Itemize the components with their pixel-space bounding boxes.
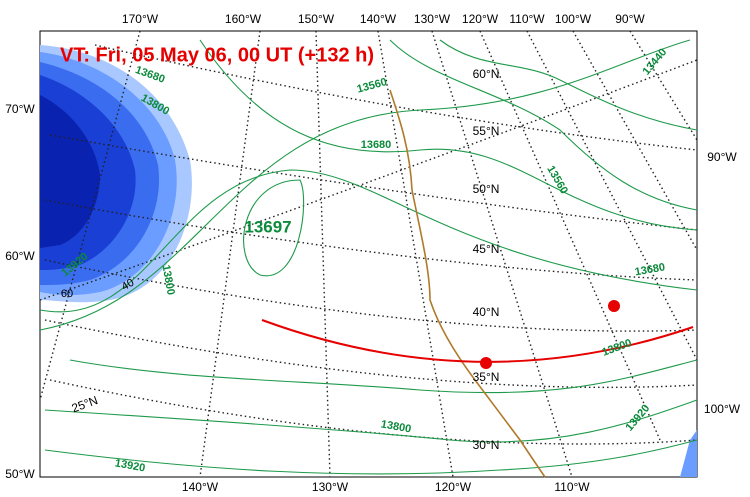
lat-label: 35°N bbox=[473, 370, 500, 384]
contour-label: 13680 bbox=[361, 139, 392, 151]
edge-label: 50°W bbox=[5, 467, 35, 481]
trajectory bbox=[261, 319, 694, 363]
contours bbox=[39, 39, 698, 475]
edge-label: 90°W bbox=[707, 150, 737, 164]
lon-label: 130°W bbox=[414, 12, 451, 26]
lat-label: 60°N bbox=[473, 67, 500, 81]
lat-label: 50°N bbox=[473, 182, 500, 196]
edge-label: 100°W bbox=[704, 402, 741, 416]
lon-label: 110°W bbox=[509, 12, 545, 26]
shading-label: 60 bbox=[61, 288, 73, 300]
coastline bbox=[389, 89, 546, 478]
shading-label: 40 bbox=[120, 277, 137, 294]
lon-label: 130°W bbox=[312, 480, 349, 494]
lon-label: 140°W bbox=[360, 12, 397, 26]
shading bbox=[40, 45, 697, 477]
lon-label: 90°W bbox=[615, 12, 645, 26]
contour-label: 13800 bbox=[160, 264, 177, 296]
center-label: 13697 bbox=[244, 217, 291, 236]
lon-label: 150°W bbox=[298, 12, 335, 26]
point bbox=[480, 357, 492, 369]
lon-label: 120°W bbox=[435, 480, 472, 494]
lon-label: 140°W bbox=[182, 480, 219, 494]
title: VT: Fri, 05 May 06, 00 UT (+132 h) bbox=[60, 44, 374, 66]
contour-label: 13680 bbox=[634, 261, 666, 278]
contour-label: 13920 bbox=[114, 457, 146, 474]
point bbox=[608, 300, 620, 312]
lon-label: 100°W bbox=[555, 12, 592, 26]
lat-label: 45°N bbox=[473, 242, 500, 256]
lon-label: 120°W bbox=[462, 12, 499, 26]
edge-label: 60°W bbox=[5, 249, 35, 263]
contour-label: 13800 bbox=[380, 418, 412, 435]
lat-label: 30°N bbox=[473, 438, 500, 452]
edge-label: 70°W bbox=[5, 102, 35, 116]
lon-label: 110°W bbox=[554, 480, 590, 494]
lon-label: 160°W bbox=[225, 12, 262, 26]
lon-label: 170°W bbox=[122, 12, 159, 26]
lat-label: 55°N bbox=[473, 124, 500, 138]
lat-label: 40°N bbox=[473, 305, 500, 319]
